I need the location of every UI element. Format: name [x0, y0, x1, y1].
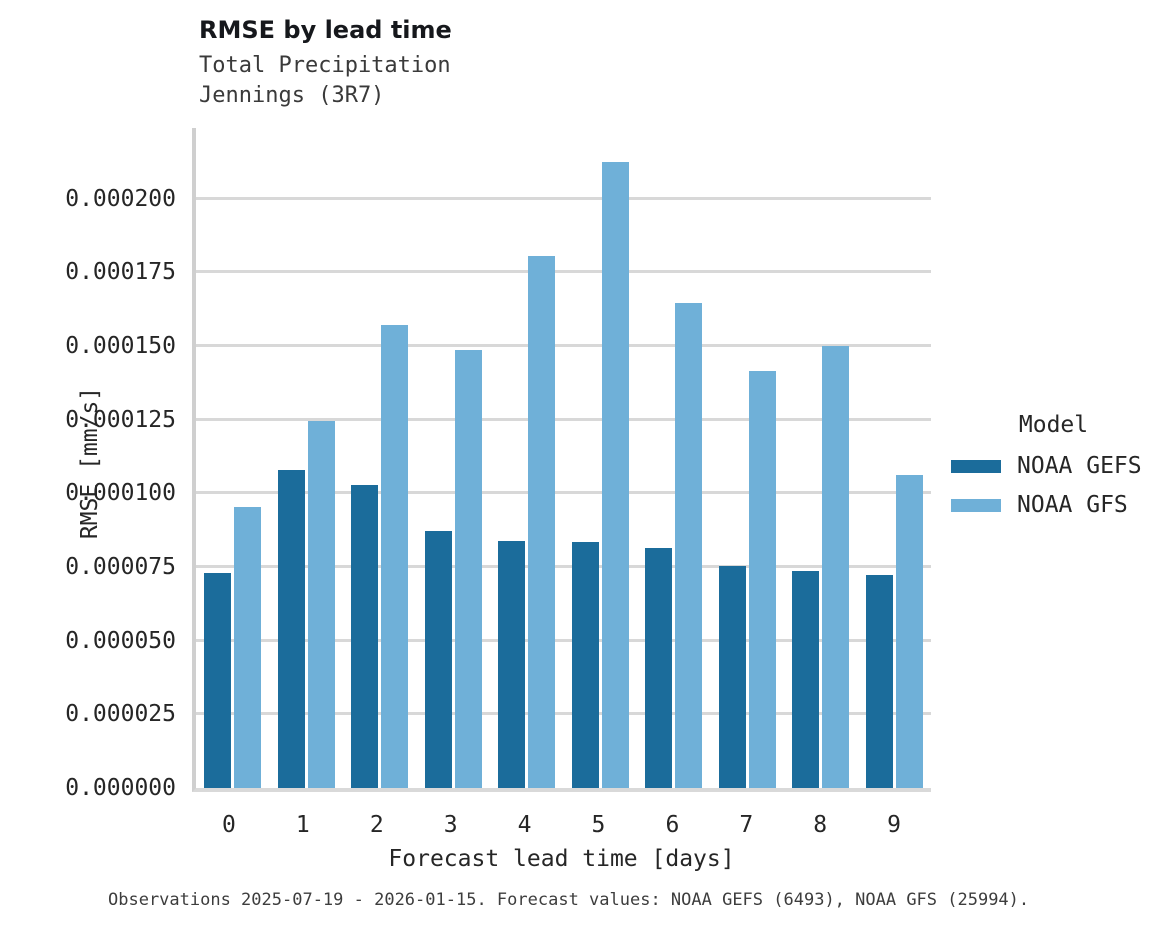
x-tick-label-5: 5 [591, 812, 606, 838]
bar-group-lead-5 [564, 128, 638, 788]
bar-group-lead-4 [490, 128, 564, 788]
legend-row-noaa-gefs: NOAA GEFS [951, 453, 1156, 479]
bar-noaa-gfs-lead-3 [454, 349, 482, 788]
gridline-0.000075 [196, 565, 931, 569]
y-tick-label-0.000175: 0.000175 [65, 259, 176, 286]
chart-title: RMSE by lead time [199, 16, 452, 44]
gridline-0.000125 [196, 417, 931, 421]
x-tick-label-6: 6 [665, 812, 680, 838]
bar-noaa-gefs-lead-9 [865, 574, 893, 788]
plot-area [192, 128, 931, 792]
x-tick-label-1: 1 [295, 812, 310, 838]
legend: Model NOAA GEFS NOAA GFS [951, 412, 1156, 518]
bar-noaa-gfs-lead-6 [675, 303, 703, 788]
bar-noaa-gefs-lead-8 [792, 570, 820, 788]
legend-row-noaa-gfs: NOAA GFS [951, 492, 1156, 518]
y-tick-label-0.000000: 0.000000 [65, 775, 176, 801]
bar-groups [196, 128, 931, 788]
bar-group-lead-9 [858, 128, 932, 788]
legend-label-noaa-gfs: NOAA GFS [1017, 492, 1128, 518]
gridline-0.000150 [196, 344, 931, 348]
gridline-0.000175 [196, 270, 931, 274]
x-tick-label-7: 7 [739, 812, 754, 838]
legend-entries: NOAA GEFS NOAA GFS [951, 453, 1156, 518]
bar-noaa-gefs-lead-2 [351, 484, 379, 788]
y-tick-label-0.000025: 0.000025 [65, 701, 176, 728]
bar-noaa-gefs-lead-3 [424, 530, 452, 788]
bar-noaa-gfs-lead-0 [234, 507, 262, 788]
bar-noaa-gfs-lead-4 [528, 256, 556, 788]
x-tick-label-8: 8 [813, 812, 828, 838]
bar-group-lead-7 [711, 128, 785, 788]
y-tick-label-0.000075: 0.000075 [65, 554, 176, 581]
x-axis-title: Forecast lead time [days] [388, 846, 735, 872]
x-tick-label-2: 2 [369, 812, 384, 838]
bar-group-lead-6 [637, 128, 711, 788]
gridline-0.000025 [196, 712, 931, 716]
legend-swatch-noaa-gefs [951, 459, 1001, 473]
chart-subtitle-line-1: Total Precipitation [199, 53, 451, 78]
bar-noaa-gfs-lead-1 [307, 421, 335, 788]
bar-noaa-gefs-lead-7 [718, 565, 746, 788]
bar-noaa-gefs-lead-1 [277, 469, 305, 788]
bar-noaa-gefs-lead-0 [204, 572, 232, 788]
bar-noaa-gefs-lead-6 [645, 547, 673, 788]
bar-noaa-gfs-lead-8 [822, 346, 850, 788]
y-tick-label-0.000100: 0.000100 [65, 480, 176, 507]
bar-group-lead-8 [784, 128, 858, 788]
y-tick-labels: 0.000000 0.000025 0.000050 0.000075 0.000100… [0, 128, 176, 801]
legend-label-noaa-gefs: NOAA GEFS [1017, 453, 1142, 479]
bar-group-lead-3 [417, 128, 491, 788]
bar-group-lead-2 [343, 128, 417, 788]
y-tick-label-0.000125: 0.000125 [65, 406, 176, 433]
y-tick-label-0.000200: 0.000200 [65, 185, 176, 212]
x-tick-label-0: 0 [222, 812, 236, 838]
bar-noaa-gfs-lead-9 [895, 474, 923, 788]
bar-noaa-gefs-lead-4 [498, 540, 526, 788]
x-tick-label-4: 4 [517, 812, 532, 838]
bar-group-lead-1 [270, 128, 344, 788]
x-tick-label-3: 3 [443, 812, 458, 838]
bar-noaa-gfs-lead-2 [381, 325, 409, 788]
bar-noaa-gefs-lead-5 [571, 541, 599, 788]
bar-group-lead-0 [196, 128, 270, 788]
caption: Observations 2025-07-19 - 2026-01-15. Fo… [108, 890, 1030, 910]
x-tick-label-9: 9 [887, 812, 902, 838]
bar-noaa-gfs-lead-5 [601, 161, 629, 788]
chart-subtitle-line-2: Jennings (3R7) [199, 83, 385, 108]
gridline-0.000200 [196, 196, 931, 200]
gridline-0.000100 [196, 491, 931, 495]
legend-swatch-noaa-gfs [951, 498, 1001, 512]
bar-noaa-gfs-lead-7 [748, 370, 776, 788]
y-tick-label-0.000150: 0.000150 [65, 333, 176, 360]
x-tick-labels: 0 1 2 3 4 5 6 7 8 9 [192, 812, 931, 838]
y-tick-label-0.000050: 0.000050 [65, 627, 176, 654]
legend-title: Model [1018, 412, 1089, 438]
title-block: RMSE by lead time Total Precipitation Je… [199, 16, 452, 111]
gridline-0.000050 [196, 638, 931, 642]
